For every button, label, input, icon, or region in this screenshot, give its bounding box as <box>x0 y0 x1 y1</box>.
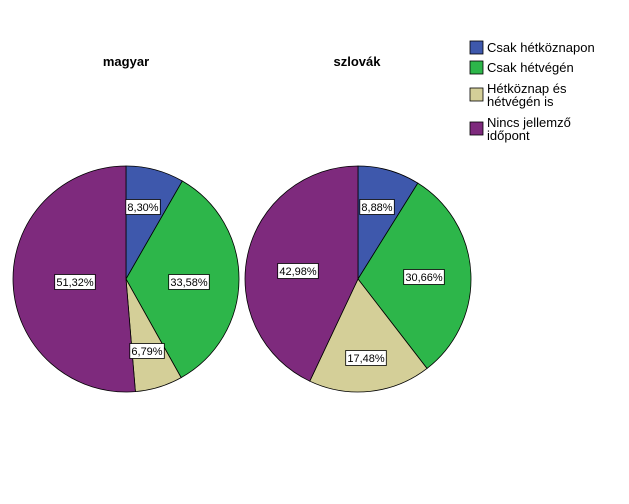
legend-swatch <box>469 121 484 136</box>
data-label-text: 6,79% <box>131 346 162 358</box>
data-label-text: 42,98% <box>279 266 317 278</box>
data-label: 8,30% <box>125 199 161 215</box>
data-label-text: 51,32% <box>56 277 94 289</box>
legend-item: Csak hétvégén <box>469 60 574 75</box>
pie-title: szlovák <box>334 54 382 69</box>
pie-slice <box>309 278 428 393</box>
data-label: 6,79% <box>129 343 165 359</box>
legend: Csak hétköznapon Csak hétvégén Hétköznap é… <box>469 40 595 143</box>
legend-label: Nincs jellemző <box>487 115 571 130</box>
data-label: 8,88% <box>359 199 395 215</box>
data-label-text: 8,88% <box>361 202 392 214</box>
legend-label: Csak hétköznapon <box>487 40 595 55</box>
data-label: 30,66% <box>403 269 445 285</box>
legend-item: Csak hétköznapon <box>469 40 595 55</box>
legend-swatch <box>469 40 484 55</box>
pie-group: magyar 8,30% 33,58% 6,79% 51,32% szlovák 8,88%… <box>12 54 472 393</box>
data-label-text: 30,66% <box>405 272 443 284</box>
pie-magyar: magyar 8,30% 33,58% 6,79% 51,32% <box>12 54 240 393</box>
legend-label: Csak hétvégén <box>487 60 574 75</box>
data-label-text: 33,58% <box>170 277 208 289</box>
data-label-text: 8,30% <box>127 202 158 214</box>
data-label: 51,32% <box>54 274 96 290</box>
data-label: 17,48% <box>345 350 387 366</box>
data-label-text: 17,48% <box>347 353 385 365</box>
data-label: 33,58% <box>168 274 210 290</box>
legend-label: hétvégén is <box>487 94 554 109</box>
legend-label: időpont <box>487 128 530 143</box>
pie-title: magyar <box>103 54 149 69</box>
pie-szlovák: szlovák 8,88% 30,66% 17,48% 42,98% <box>244 54 472 393</box>
legend-swatch <box>469 60 484 75</box>
legend-swatch <box>469 87 484 102</box>
legend-label: Hétköznap és <box>487 81 567 96</box>
data-label: 42,98% <box>277 263 319 279</box>
